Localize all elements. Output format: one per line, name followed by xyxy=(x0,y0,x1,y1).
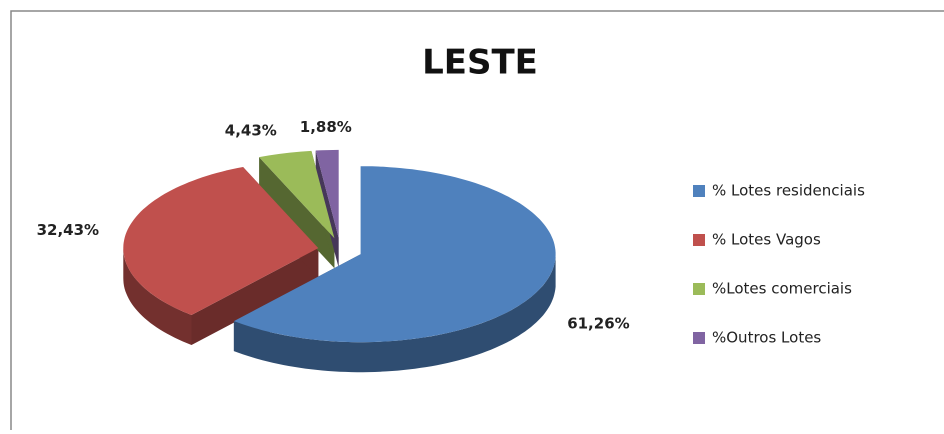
legend-label: % Lotes Vagos xyxy=(712,231,821,249)
legend-swatch xyxy=(693,185,705,197)
legend-swatch xyxy=(693,283,705,295)
slice-wall xyxy=(191,248,319,345)
legend-label: % Lotes residenciais xyxy=(712,182,865,200)
slice-wall xyxy=(259,157,335,269)
pie-slice xyxy=(233,166,556,343)
legend-label: %Outros Lotes xyxy=(712,329,821,347)
pie-slice xyxy=(259,150,335,239)
legend-label: %Lotes comerciais xyxy=(712,280,852,298)
slice-side xyxy=(123,248,192,345)
slice-wall xyxy=(315,150,339,268)
pie-slice xyxy=(123,167,319,315)
pie-slice xyxy=(315,149,339,238)
data-label: 1,88% xyxy=(300,118,352,136)
legend-swatch xyxy=(693,332,705,344)
chart-title: LESTE xyxy=(422,43,538,83)
legend-swatch xyxy=(693,234,705,246)
slice-side xyxy=(233,254,556,373)
data-label: 61,26% xyxy=(567,314,629,332)
data-label: 4,43% xyxy=(225,121,277,139)
data-label: 32,43% xyxy=(37,221,99,239)
